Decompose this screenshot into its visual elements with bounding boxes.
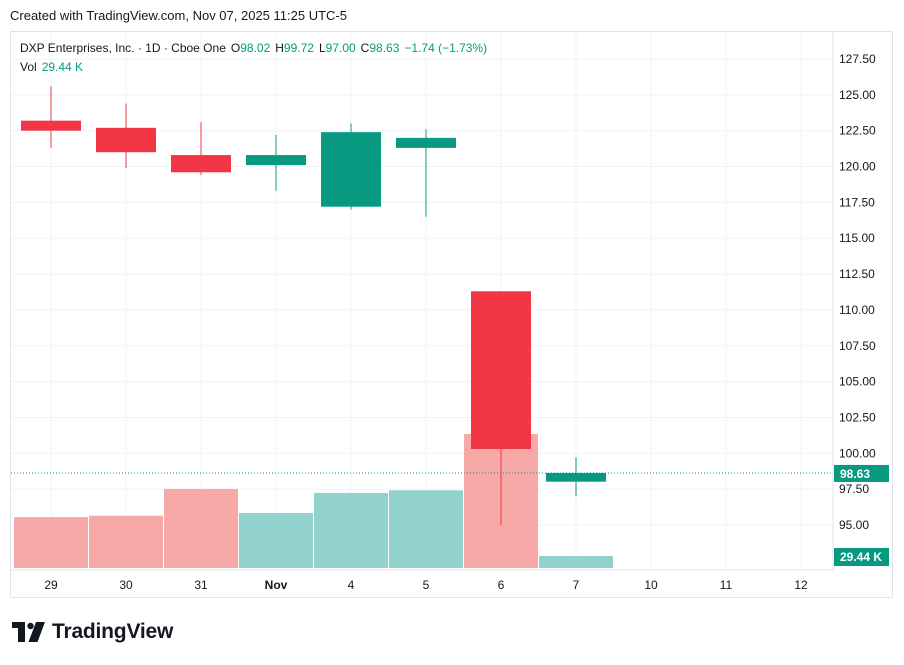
legend-close-value: 98.63 <box>369 41 400 55</box>
legend-volume-label: Vol <box>20 60 37 74</box>
chart-canvas[interactable]: 127.50 125.00 122.50 120.00 117.50 115.00 112.… <box>11 32 892 597</box>
y-tick-label: 102.50 <box>839 410 876 424</box>
legend-change: −1.74 (−1.73%) <box>404 41 488 55</box>
last-price-badge-text: 98.63 <box>840 467 870 481</box>
y-tick-label: 105.00 <box>839 375 876 389</box>
x-tick-label: 6 <box>498 578 505 592</box>
legend-ohlc-row[interactable]: DXP Enterprises, Inc. · 1D · Cboe One O98… <box>20 39 487 58</box>
badge-layer: 98.63 29.44 K <box>11 464 889 566</box>
x-tick-label: 4 <box>348 578 355 592</box>
brand-name: TradingView <box>52 620 174 643</box>
volume-bar <box>539 555 613 568</box>
candle-body <box>171 155 231 173</box>
volume-layer <box>14 434 613 568</box>
x-tick-label: Nov <box>265 578 288 592</box>
legend-low-value: 97.00 <box>325 41 356 55</box>
candle-body <box>471 291 531 450</box>
legend-volume-value: 29.44 K <box>41 60 84 74</box>
chart-legend: DXP Enterprises, Inc. · 1D · Cboe One O98… <box>20 39 487 77</box>
volume-bar <box>14 517 88 568</box>
chart-frame[interactable]: 127.50 125.00 122.50 120.00 117.50 115.00 112.… <box>10 31 893 598</box>
legend-close-label: C <box>360 41 370 55</box>
legend-open-label: O <box>230 41 241 55</box>
y-tick-label: 100.00 <box>839 446 876 460</box>
volume-bar <box>239 513 313 568</box>
x-tick-label: 31 <box>194 578 208 592</box>
legend-symbol[interactable]: DXP Enterprises, Inc. · 1D · Cboe One <box>20 41 226 55</box>
last-price-badge <box>834 464 889 482</box>
y-tick-label: 95.00 <box>839 518 869 532</box>
legend-high-value: 99.72 <box>283 41 314 55</box>
legend-open-value: 98.02 <box>240 41 271 55</box>
axis-layer: 127.50 125.00 122.50 120.00 117.50 115.00 112.… <box>11 32 876 592</box>
y-tick-label: 122.50 <box>839 124 876 138</box>
volume-bar <box>89 515 163 568</box>
x-tick-label: 5 <box>423 578 430 592</box>
candle-body <box>546 472 606 482</box>
y-tick-label: 110.00 <box>839 303 875 317</box>
y-tick-label: 115.00 <box>839 231 875 245</box>
volume-bar <box>164 488 238 568</box>
tradingview-logo[interactable]: TradingView <box>12 620 173 644</box>
volume-bar <box>314 492 388 568</box>
y-tick-label: 117.50 <box>839 195 875 209</box>
candle-body <box>246 155 306 166</box>
candle-body <box>96 127 156 153</box>
legend-high-label: H <box>275 41 284 55</box>
x-tick-label: 29 <box>44 578 58 592</box>
y-tick-label: 120.00 <box>839 160 876 174</box>
x-tick-label: 30 <box>119 578 133 592</box>
y-tick-label: 97.50 <box>839 482 869 496</box>
candle-layer <box>21 86 606 525</box>
x-tick-label: 11 <box>720 578 733 592</box>
x-tick-label: 10 <box>644 578 658 592</box>
y-tick-label: 112.50 <box>839 267 875 281</box>
volume-badge-text: 29.44 K <box>840 550 882 564</box>
volume-badge <box>834 548 889 566</box>
y-tick-label: 107.50 <box>839 339 876 353</box>
chart-caption: Created with TradingView.com, Nov 07, 20… <box>10 8 347 23</box>
grid-layer <box>11 32 833 570</box>
legend-low-label: L <box>318 41 326 55</box>
y-tick-label: 125.00 <box>839 88 876 102</box>
volume-bar <box>389 490 463 568</box>
x-tick-label: 7 <box>573 578 580 592</box>
candle-body <box>396 137 456 148</box>
candle-body <box>21 120 81 131</box>
candle-body <box>321 132 381 207</box>
y-tick-label: 127.50 <box>839 52 876 66</box>
legend-volume-row[interactable]: Vol 29.44 K <box>20 58 487 77</box>
tradingview-logo-icon <box>12 622 45 642</box>
x-tick-label: 12 <box>794 578 808 592</box>
